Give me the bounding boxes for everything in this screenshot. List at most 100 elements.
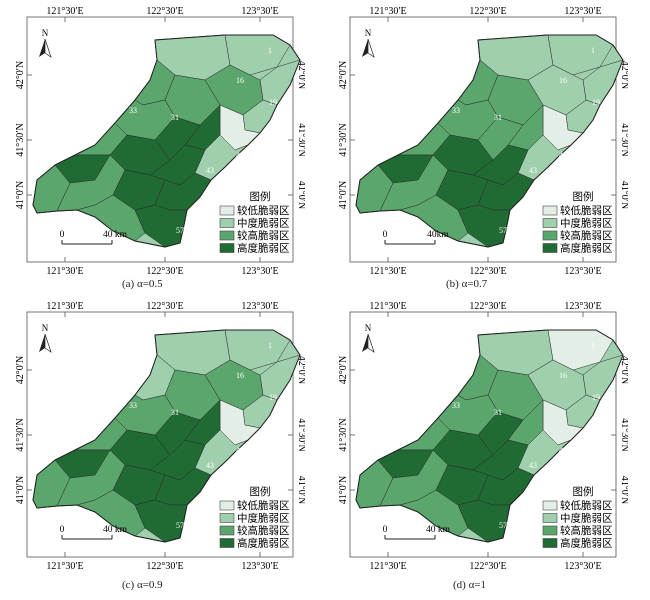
longitude-label-top: 123°30′E bbox=[241, 301, 278, 312]
longitude-label-top: 122°30′E bbox=[469, 6, 506, 17]
region-number-label: 33 bbox=[129, 401, 137, 410]
latitude-label-right: 42°0′N bbox=[619, 61, 628, 89]
legend-swatch bbox=[219, 218, 235, 228]
legend-item-label: 高度脆弱区 bbox=[560, 537, 613, 550]
longitude-label-top: 121°30′E bbox=[369, 6, 406, 17]
region-number-label: 53 bbox=[394, 438, 402, 447]
map-panel-d: 121°30′E 121°30′E 122°30′E 122°30′E 123°30′E… bbox=[338, 300, 628, 583]
region-number-label: 53 bbox=[71, 143, 79, 152]
region-number-label: 29 bbox=[449, 375, 457, 384]
longitude-label-bottom: 121°30′E bbox=[369, 266, 406, 277]
region-number-label: 16 bbox=[559, 76, 567, 85]
region-number-label: 43 bbox=[206, 461, 214, 470]
longitude-label-top: 123°30′E bbox=[564, 301, 601, 312]
region-number-label: 57 bbox=[176, 521, 184, 530]
region-number-label: 33 bbox=[452, 106, 460, 115]
region-number-label: 29 bbox=[126, 80, 134, 89]
legend-swatch bbox=[219, 538, 235, 548]
latitude-label-left: 41°30′N bbox=[338, 418, 349, 451]
longitude-label-top: 123°30′E bbox=[241, 6, 278, 17]
region-number-label: 1 bbox=[268, 341, 272, 350]
longitude-label-bottom: 121°30′E bbox=[369, 561, 406, 572]
north-arrow-icon: N bbox=[39, 323, 52, 353]
legend-item-label: 高度脆弱区 bbox=[560, 242, 613, 255]
legend-swatch bbox=[219, 525, 235, 536]
north-label: N bbox=[42, 323, 49, 333]
latitude-label-right: 42°0′N bbox=[296, 356, 305, 384]
legend-title: 图例 bbox=[250, 190, 271, 203]
legend-swatch bbox=[219, 230, 235, 241]
legend-item-label: 较高脆弱区 bbox=[560, 229, 613, 242]
longitude-label-bottom: 122°30′E bbox=[469, 561, 506, 572]
region-number-label: 29 bbox=[126, 375, 134, 384]
region-number-label: 33 bbox=[452, 401, 460, 410]
study-area-boundary bbox=[355, 329, 624, 543]
legend-item-label: 中度脆弱区 bbox=[237, 217, 290, 230]
legend-item-label: 中度脆弱区 bbox=[560, 512, 613, 525]
legend-swatch bbox=[542, 243, 558, 253]
scale-start-label: 0 bbox=[60, 525, 65, 535]
legend-item-label: 高度脆弱区 bbox=[237, 242, 290, 255]
region-number-label: 1 bbox=[591, 46, 595, 55]
latitude-label-left: 42°0′N bbox=[338, 61, 349, 89]
study-area-boundary bbox=[32, 34, 301, 248]
legend-item-label: 中度脆弱区 bbox=[560, 217, 613, 230]
map-panel-a: 121°30′E 121°30′E 122°30′E 122°30′E 123°30′E… bbox=[15, 5, 305, 288]
legend-swatch bbox=[542, 525, 558, 536]
north-arrow-icon: N bbox=[39, 28, 52, 58]
north-label: N bbox=[365, 323, 372, 333]
latitude-label-left: 41°30′N bbox=[15, 123, 26, 156]
region-number-label: 19 bbox=[592, 98, 600, 107]
scale-start-label: 0 bbox=[383, 525, 388, 535]
region-number-label: 19 bbox=[592, 393, 600, 402]
region-number-label: 31 bbox=[494, 113, 502, 122]
legend-title: 图例 bbox=[573, 190, 594, 203]
scale-bar: 0 40 km bbox=[383, 525, 451, 540]
legend-swatch bbox=[542, 218, 558, 228]
legend-swatch bbox=[542, 205, 558, 216]
region-number-label: 19 bbox=[269, 393, 277, 402]
region-number-label: 43 bbox=[529, 166, 537, 175]
scale-end-label: 40 km bbox=[426, 525, 451, 535]
panel-caption-c: (c) α=0.9 bbox=[122, 579, 163, 591]
legend-item-label: 较高脆弱区 bbox=[560, 524, 613, 537]
map-figure: 121°30′E 121°30′E 122°30′E 122°30′E 123°30′E… bbox=[338, 6, 628, 277]
longitude-label-top: 122°30′E bbox=[146, 301, 183, 312]
longitude-label-bottom: 123°30′E bbox=[564, 561, 601, 572]
scale-start-label: 0 bbox=[383, 230, 388, 240]
legend-item-label: 中度脆弱区 bbox=[237, 512, 290, 525]
region-number-label: 16 bbox=[236, 371, 244, 380]
longitude-label-top: 121°30′E bbox=[46, 301, 83, 312]
region-number-label: 57 bbox=[176, 226, 184, 235]
legend-swatch bbox=[219, 500, 235, 511]
latitude-label-left: 41°0′N bbox=[15, 476, 26, 504]
latitude-label-right: 41°30′N bbox=[619, 123, 628, 156]
latitude-label-left: 41°30′N bbox=[15, 418, 26, 451]
longitude-label-bottom: 122°30′E bbox=[469, 266, 506, 277]
region-number-label: 1 bbox=[268, 46, 272, 55]
north-arrow-icon: N bbox=[362, 323, 375, 353]
legend-swatch bbox=[542, 500, 558, 511]
study-area-boundary bbox=[355, 34, 624, 248]
latitude-label-right: 41°0′N bbox=[296, 476, 305, 504]
map-frame bbox=[26, 16, 294, 263]
latitude-label-right: 41°0′N bbox=[619, 476, 628, 504]
north-arrow-icon: N bbox=[362, 28, 375, 58]
latitude-label-left: 41°0′N bbox=[15, 181, 26, 209]
region-number-label: 33 bbox=[129, 106, 137, 115]
map-panel-c: 121°30′E 121°30′E 122°30′E 122°30′E 123°30′E… bbox=[15, 300, 305, 583]
panel-caption-b: (b) α=0.7 bbox=[446, 278, 488, 290]
region-number-label: 43 bbox=[206, 166, 214, 175]
longitude-label-bottom: 122°30′E bbox=[146, 561, 183, 572]
legend-item-label: 较低脆弱区 bbox=[560, 204, 613, 217]
legend-swatch bbox=[542, 513, 558, 523]
legend-title: 图例 bbox=[573, 485, 594, 498]
legend-item-label: 较低脆弱区 bbox=[560, 499, 613, 512]
legend-swatch bbox=[219, 513, 235, 523]
latitude-label-right: 41°0′N bbox=[296, 181, 305, 209]
north-label: N bbox=[365, 28, 372, 38]
scale-end-label: 40km bbox=[427, 230, 449, 240]
